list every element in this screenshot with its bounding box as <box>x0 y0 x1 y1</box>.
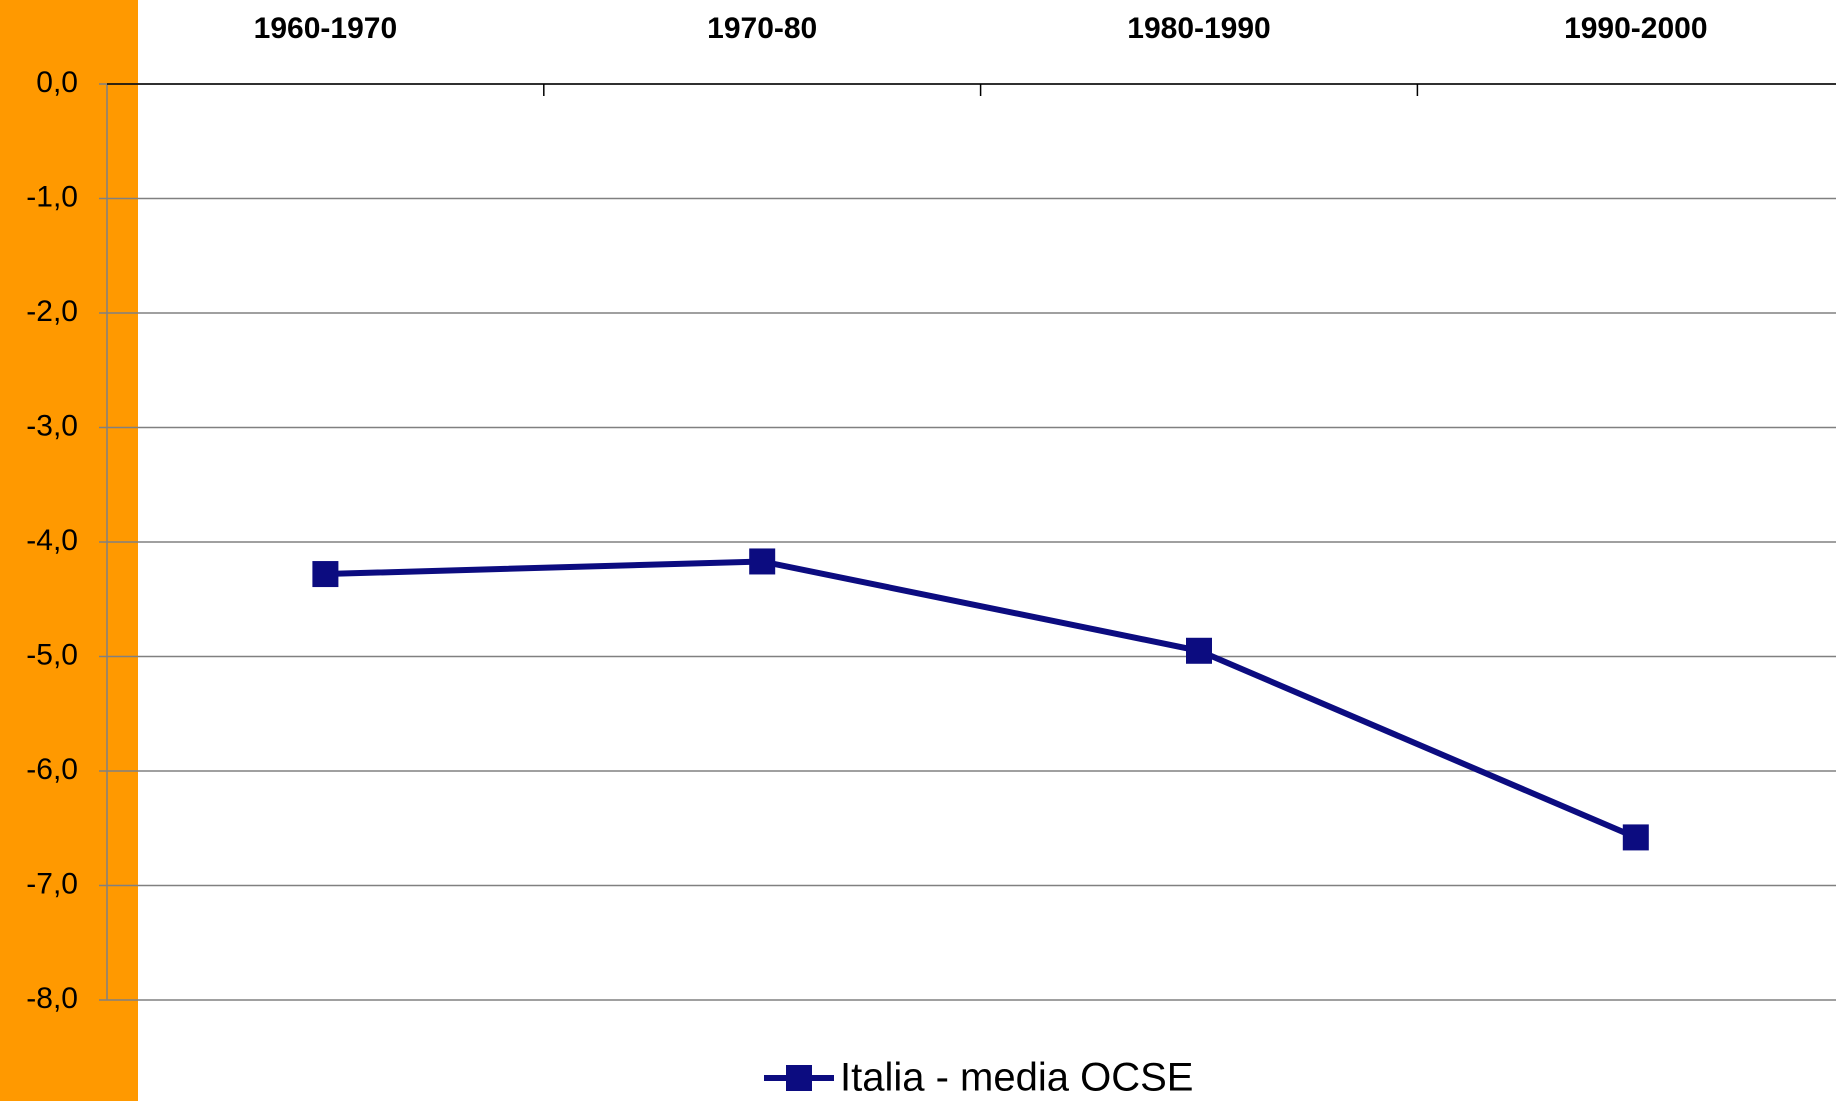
marker <box>749 548 776 575</box>
side-band <box>0 0 138 1101</box>
x-tick-label: 1990-2000 <box>1564 12 1707 45</box>
y-tick-label: -7,0 <box>26 867 78 900</box>
y-tick-label: -4,0 <box>26 524 78 557</box>
legend-marker <box>786 1065 812 1091</box>
marker <box>1622 824 1649 851</box>
y-tick-label: -3,0 <box>26 409 78 442</box>
y-tick-label: -8,0 <box>26 982 78 1015</box>
line <box>325 558 1637 841</box>
y-tick-label: -1,0 <box>26 180 78 213</box>
marker <box>312 561 339 588</box>
y-tick-label: 0,0 <box>36 66 78 99</box>
y-tick-label: -5,0 <box>26 638 78 671</box>
legend-label: Italia - media OCSE <box>840 1056 1193 1100</box>
x-tick-label: 1970-80 <box>707 12 817 45</box>
x-tick-label: 1980-1990 <box>1127 12 1270 45</box>
y-tick-label: -6,0 <box>26 753 78 786</box>
y-tick-label: -2,0 <box>26 295 78 328</box>
x-tick-label: 1960-1970 <box>254 12 397 45</box>
marker <box>1186 637 1212 664</box>
